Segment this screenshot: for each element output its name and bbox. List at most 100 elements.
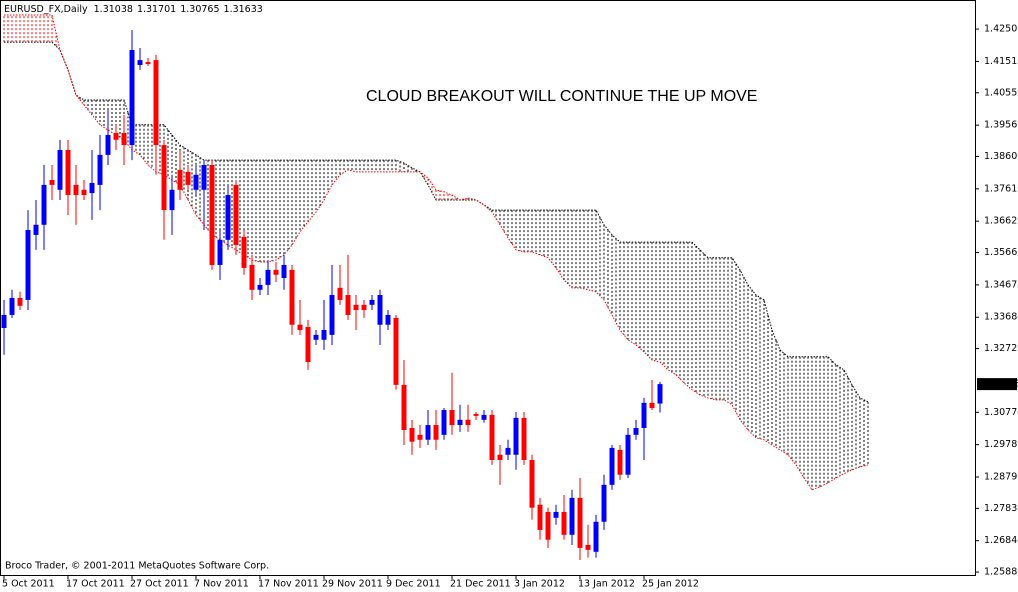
candle-body — [505, 447, 511, 455]
x-tick-label: 25 Jan 2012 — [642, 579, 699, 590]
cloud — [3, 14, 869, 491]
candle-body — [233, 184, 239, 246]
y-tick-label: 1.35660 — [984, 247, 1018, 258]
x-tick-label: 17 Oct 2011 — [66, 579, 125, 590]
candle-body — [609, 447, 615, 485]
candle-body — [265, 269, 271, 285]
candle-body — [625, 434, 631, 475]
candle-body — [329, 295, 335, 335]
candle-body — [617, 449, 623, 475]
y-tick-label: 1.29780 — [984, 439, 1018, 450]
x-tick-label: 27 Oct 2011 — [130, 579, 189, 590]
candle-body — [121, 132, 127, 146]
candle-body — [561, 511, 567, 535]
candle-body — [409, 427, 415, 442]
candle-body — [529, 460, 535, 508]
chart-header: EURUSD_FX,Daily 1.31038 1.31701 1.30765 1.31… — [4, 4, 263, 15]
candle-body — [377, 295, 383, 325]
candle-body — [145, 62, 151, 65]
x-tick-label: 17 Nov 2011 — [258, 579, 319, 590]
candle-body — [585, 544, 591, 550]
candle-body — [569, 497, 575, 535]
candle-body — [161, 145, 167, 211]
candle-body — [497, 454, 503, 460]
current-price-box — [977, 378, 1017, 391]
y-tick-label: 1.42500 — [984, 24, 1018, 35]
y-tick-label: 1.34670 — [984, 279, 1018, 290]
candle-body — [257, 284, 263, 290]
candle-body — [249, 264, 255, 290]
candle-body — [489, 414, 495, 460]
candle-body — [425, 425, 431, 440]
candle-body — [345, 295, 351, 315]
x-tick-label: 9 Dec 2011 — [386, 579, 441, 590]
candle-body — [41, 184, 47, 225]
chart-title: EURUSD_FX,Daily — [4, 4, 88, 15]
candle-body — [273, 269, 279, 275]
candle-body — [289, 269, 295, 325]
x-tick-label: 7 Nov 2011 — [194, 579, 249, 590]
candle-body — [457, 419, 463, 426]
y-tick-label: 1.41510 — [984, 56, 1018, 67]
candle-body — [321, 329, 327, 340]
x-tick-label: 21 Dec 2011 — [450, 579, 511, 590]
candle-body — [337, 287, 343, 300]
candle-body — [481, 414, 487, 420]
y-tick-label: 1.25880 — [984, 567, 1018, 578]
y-tick-label: 1.39560 — [984, 120, 1018, 131]
y-tick-label: 1.37610 — [984, 183, 1018, 194]
candle-body — [105, 134, 111, 155]
candle-body — [313, 334, 319, 340]
annotation: CLOUD BREAKOUT WILL CONTINUE THE UP MOVE — [366, 88, 757, 105]
candle-body — [225, 195, 231, 240]
y-tick-label: 1.32720 — [984, 343, 1018, 354]
y-tick-label: 1.30770 — [984, 407, 1018, 418]
candle-body — [369, 299, 375, 305]
x-tick-label: 13 Jan 2012 — [578, 579, 635, 590]
candle-body — [97, 154, 103, 185]
candle-body — [17, 297, 23, 306]
candle-body — [209, 164, 215, 265]
candle-body — [465, 419, 471, 426]
candle-body — [81, 189, 87, 196]
y-tick-label: 1.40550 — [984, 87, 1018, 98]
y-tick-label: 1.27830 — [984, 503, 1018, 514]
candle-body — [601, 484, 607, 522]
candle-body — [9, 297, 15, 315]
x-tick-label: 29 Nov 2011 — [322, 579, 383, 590]
candle-body — [89, 182, 95, 194]
candle-body — [353, 304, 359, 311]
candle-body — [401, 384, 407, 430]
close-value: 1.31633 — [224, 4, 263, 15]
plot-frame — [0, 0, 976, 576]
candle-body — [169, 189, 175, 211]
footer: Broco Trader, © 2001-2011 MetaQuotes Sof… — [5, 561, 269, 572]
candle-body — [385, 314, 391, 325]
candle-body — [433, 425, 439, 440]
candle-body — [521, 417, 527, 460]
candle-body — [193, 174, 199, 190]
candle-body — [65, 149, 71, 196]
candle-body — [545, 511, 551, 540]
candle-body — [473, 413, 479, 416]
cloud-span — [4, 41, 869, 403]
candle-body — [153, 60, 159, 146]
current-price-label: 1.31633 — [981, 379, 1018, 390]
cloud-span — [4, 14, 869, 491]
candle-body — [49, 180, 55, 185]
candle-body — [25, 230, 31, 300]
y-tick-label: 1.38600 — [984, 151, 1018, 162]
candle-body — [513, 417, 519, 455]
candle-body — [241, 236, 247, 268]
y-tick-label: 1.28790 — [984, 471, 1018, 482]
candle-body — [201, 164, 207, 190]
candle-body — [1, 314, 7, 329]
candle-body — [641, 402, 647, 428]
candle-body — [185, 171, 191, 185]
candle-body — [281, 264, 287, 279]
candles — [1, 30, 663, 560]
candle-body — [553, 511, 559, 518]
